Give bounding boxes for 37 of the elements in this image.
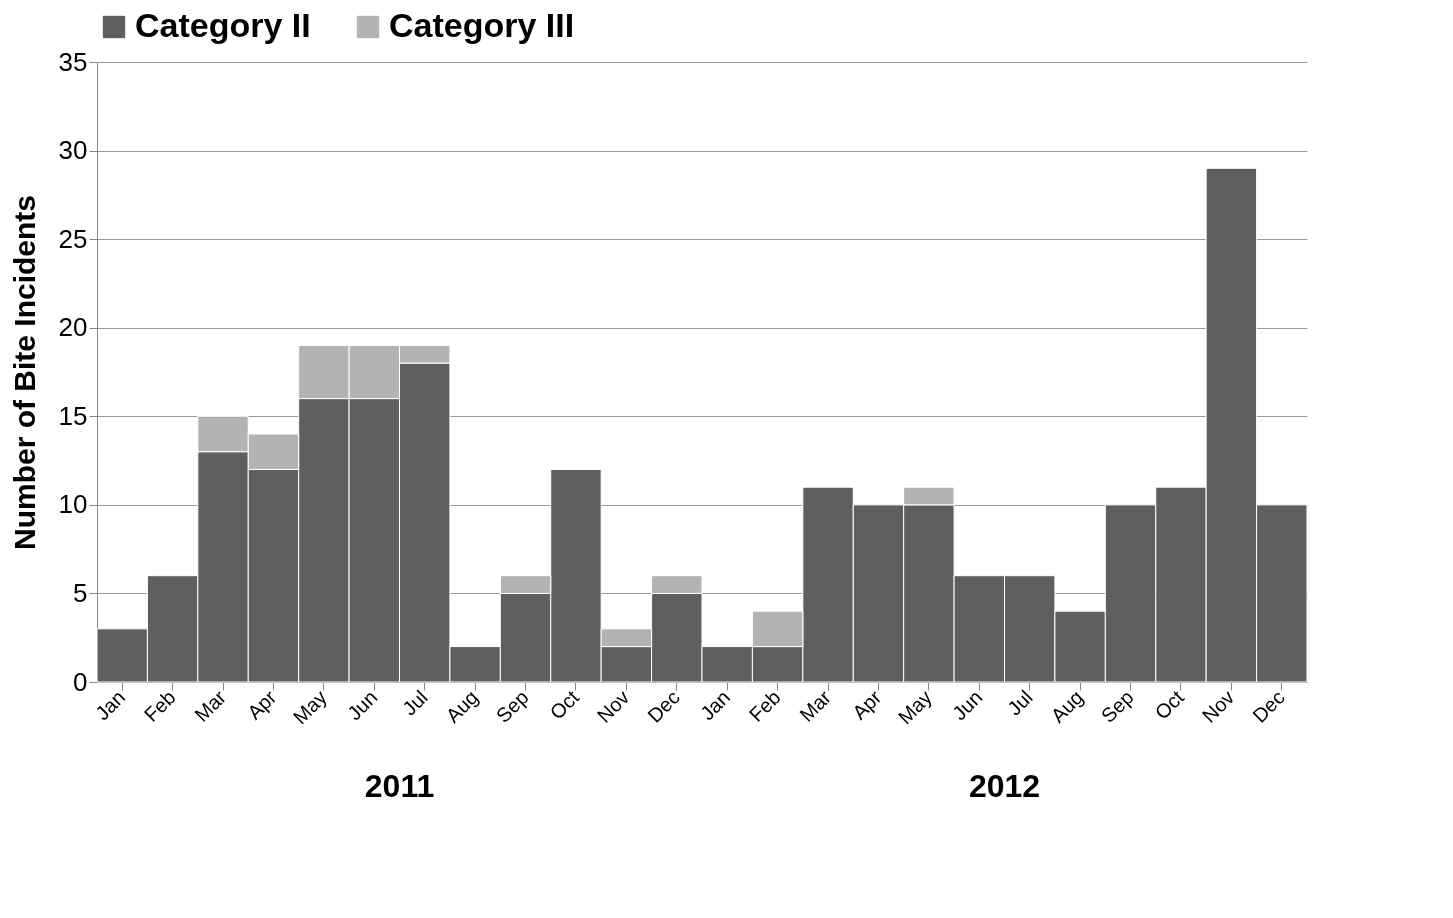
x-tick-label: Jan bbox=[695, 686, 735, 725]
x-tick-label: Sep bbox=[491, 686, 533, 727]
x-tick-label: Oct bbox=[1150, 685, 1189, 724]
x-tick-label: Mar bbox=[190, 685, 231, 726]
x-tick-label: Jul bbox=[398, 686, 432, 720]
legend-label: Category III bbox=[389, 6, 575, 44]
x-tick-label: Apr bbox=[847, 685, 886, 724]
x-tick-label: Jul bbox=[1003, 686, 1037, 720]
y-tick-label: 0 bbox=[73, 666, 88, 697]
text: 2012 bbox=[968, 768, 1041, 804]
x-tick-label: Sep bbox=[1096, 686, 1138, 727]
x-tick-label: Jan bbox=[90, 686, 130, 725]
x-tick-label: May bbox=[288, 686, 331, 729]
text: 2011 bbox=[364, 768, 435, 804]
x-tick-label: Dec bbox=[1248, 686, 1289, 727]
x-tick-label: Feb bbox=[139, 686, 180, 726]
x-tick-label: Aug bbox=[441, 686, 483, 727]
y-tick-label: 25 bbox=[58, 223, 88, 254]
y-tick-label: 20 bbox=[58, 312, 88, 343]
x-tick-label: Apr bbox=[242, 685, 281, 724]
y-tick-label: 5 bbox=[73, 577, 88, 608]
x-tick-label: Jun bbox=[343, 686, 382, 725]
x-tick-label: Oct bbox=[545, 685, 584, 724]
x-tick-label: Jun bbox=[948, 686, 987, 725]
y-tick-label: 35 bbox=[58, 46, 88, 77]
x-tick-label: Nov bbox=[592, 686, 634, 727]
y-tick-label: 10 bbox=[58, 489, 88, 520]
y-tick-label: 30 bbox=[58, 135, 88, 166]
x-tick-label: May bbox=[893, 686, 936, 729]
x-tick-label: Dec bbox=[643, 686, 684, 727]
x-tick-label: Mar bbox=[795, 685, 836, 726]
x-tick-label: Feb bbox=[744, 686, 785, 726]
y-axis-title: Number of Bite Incidents bbox=[7, 194, 41, 551]
x-tick-label: Aug bbox=[1046, 686, 1088, 727]
legend-label: Category II bbox=[135, 6, 311, 44]
y-tick-label: 15 bbox=[58, 400, 88, 431]
x-tick-label: Nov bbox=[1197, 686, 1239, 727]
